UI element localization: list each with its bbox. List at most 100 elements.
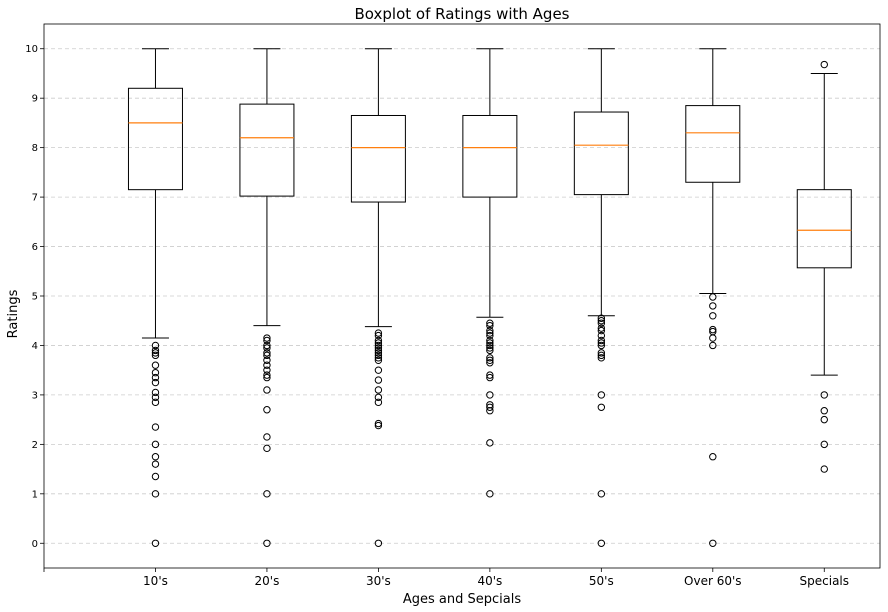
- outlier-point: [486, 346, 494, 355]
- outlier-point: [151, 349, 160, 357]
- outlier-point: [486, 339, 494, 347]
- y-tick-label: 0: [32, 539, 38, 550]
- outlier-point: [486, 371, 494, 379]
- box: [127, 87, 183, 191]
- outlier-point: [151, 423, 160, 431]
- outlier-point: [486, 407, 494, 415]
- outlier-point: [374, 346, 383, 355]
- axes-frame: [43, 23, 881, 569]
- outlier-point: [597, 391, 606, 399]
- outlier-point: [597, 339, 606, 347]
- outlier-point: [820, 60, 828, 69]
- outlier-point: [374, 351, 383, 360]
- outlier-point: [597, 351, 606, 360]
- outlier-point: [597, 324, 606, 332]
- outlier-point: [374, 398, 383, 407]
- outlier-point: [263, 336, 271, 345]
- outlier-point: [263, 406, 271, 414]
- outlier-point: [486, 439, 494, 447]
- outlier-point: [374, 539, 383, 547]
- box: [239, 103, 295, 197]
- outlier-point: [263, 344, 271, 352]
- outlier-point: [151, 453, 160, 461]
- y-tick-label: 6: [32, 242, 38, 253]
- outlier-point: [151, 346, 160, 355]
- outlier-point: [263, 341, 271, 350]
- y-axis-label: Ratings: [6, 289, 21, 338]
- outlier-point: [709, 312, 717, 320]
- outlier-point: [486, 326, 494, 335]
- outlier-point: [597, 354, 606, 362]
- outlier-point: [597, 490, 606, 498]
- outlier-point: [486, 356, 494, 364]
- outlier-point: [709, 453, 717, 461]
- outlier-point: [263, 356, 271, 364]
- outlier-point: [263, 361, 271, 369]
- outlier-point: [374, 419, 383, 428]
- outlier-point: [374, 349, 383, 357]
- x-tick-label: 50's: [589, 574, 614, 588]
- outlier-point: [486, 321, 494, 330]
- outlier-point: [486, 336, 494, 345]
- box: [462, 114, 518, 198]
- outlier-point: [151, 388, 160, 397]
- outlier-point: [151, 440, 160, 449]
- outlier-point: [374, 393, 383, 402]
- outlier-point: [820, 440, 828, 449]
- outlier-point: [597, 317, 606, 325]
- outlier-point: [374, 421, 383, 430]
- outlier-point: [374, 354, 383, 362]
- box: [685, 105, 741, 183]
- outlier-point: [151, 341, 160, 350]
- outlier-point: [597, 326, 606, 335]
- outlier-point: [597, 403, 606, 411]
- x-tick-label: 40's: [477, 574, 502, 588]
- outlier-point: [151, 460, 160, 468]
- outlier-point: [486, 341, 494, 350]
- x-tick-label: Specials: [800, 574, 850, 588]
- outlier-point: [374, 386, 383, 394]
- outlier-point: [709, 539, 717, 547]
- outlier-point: [374, 366, 383, 374]
- outlier-point: [263, 373, 271, 382]
- outlier-point: [263, 371, 271, 379]
- x-tick-label: Over 60's: [684, 574, 742, 588]
- y-tick-label: 9: [32, 94, 38, 105]
- x-tick-label: 10's: [143, 574, 168, 588]
- box: [350, 114, 406, 203]
- outlier-point: [597, 336, 606, 345]
- outlier-point: [374, 336, 383, 345]
- outlier-point: [486, 344, 494, 352]
- outlier-point: [486, 403, 494, 411]
- outlier-point: [263, 334, 271, 342]
- y-tick-label: 10: [25, 44, 38, 55]
- outlier-point: [374, 356, 383, 364]
- chart-title: Boxplot of Ratings with Ages: [355, 5, 570, 23]
- outlier-point: [597, 331, 606, 340]
- y-tick-label: 1: [32, 489, 38, 500]
- outlier-point: [820, 391, 828, 399]
- outlier-point: [151, 472, 160, 481]
- outlier-point: [486, 354, 494, 362]
- outlier-point: [374, 331, 383, 340]
- outlier-point: [263, 444, 271, 453]
- outlier-point: [151, 398, 160, 407]
- y-tick-label: 2: [32, 440, 38, 451]
- outlier-point: [709, 293, 717, 301]
- outlier-point: [486, 490, 494, 498]
- outlier-point: [263, 433, 271, 441]
- outlier-point: [486, 391, 494, 399]
- outlier-point: [151, 378, 160, 387]
- outlier-point: [597, 314, 606, 322]
- x-tick-label: 20's: [255, 574, 280, 588]
- outlier-point: [374, 344, 383, 352]
- outlier-point: [374, 339, 383, 347]
- outlier-point: [597, 341, 606, 350]
- outlier-point: [486, 359, 494, 367]
- outlier-point: [374, 329, 383, 337]
- outlier-point: [709, 334, 717, 342]
- y-tick-label: 5: [32, 292, 38, 303]
- outlier-point: [151, 351, 160, 360]
- outlier-point: [709, 341, 717, 350]
- outlier-point: [151, 490, 160, 498]
